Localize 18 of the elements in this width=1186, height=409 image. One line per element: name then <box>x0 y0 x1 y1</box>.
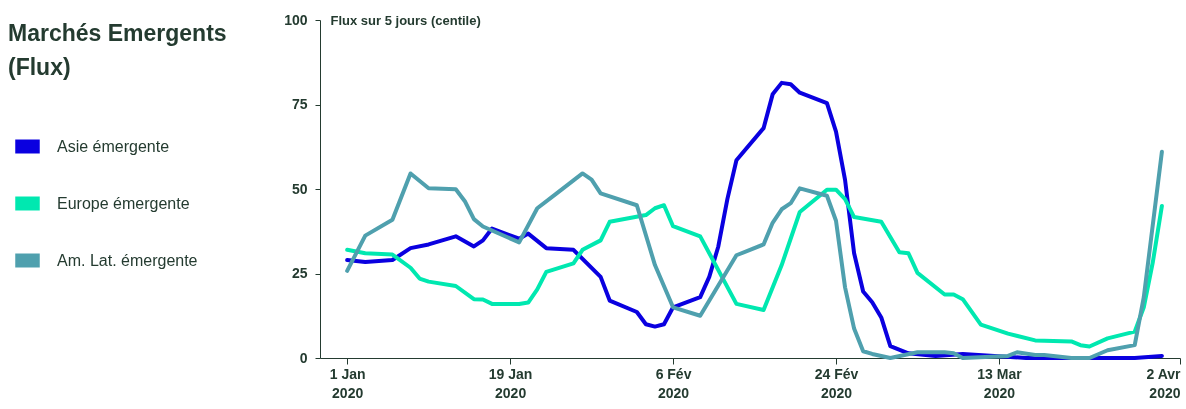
x-tick-label: 24 Fév 2020 <box>814 365 859 401</box>
legend-label: Am. Lat. émergente <box>57 251 198 269</box>
y-axis-title: Flux sur 5 jours (centile) <box>330 12 481 28</box>
y-tick-label: 100 <box>284 11 308 28</box>
y-tick-label: 25 <box>291 265 308 281</box>
x-tick-label: 13 Mar 2020 <box>977 365 1023 401</box>
text: Marchés Emergents (Flux) <box>8 19 228 82</box>
line-series <box>345 149 1164 360</box>
legend-label: Europe émergente <box>57 194 190 212</box>
x-tick-label: 6 Fév 2020 <box>655 365 692 401</box>
y-tick-label: 50 <box>291 180 308 197</box>
line-series <box>345 187 1164 349</box>
y-tick-label: 0 <box>299 349 308 366</box>
y-tick-label: 75 <box>291 96 308 112</box>
legend-label: Asie émergente <box>57 137 170 155</box>
x-tick-label: 2 Avr 2020 <box>1146 365 1182 401</box>
x-tick-label: 1 Jan 2020 <box>329 365 366 401</box>
x-tick-label: 19 Jan 2020 <box>488 365 533 401</box>
